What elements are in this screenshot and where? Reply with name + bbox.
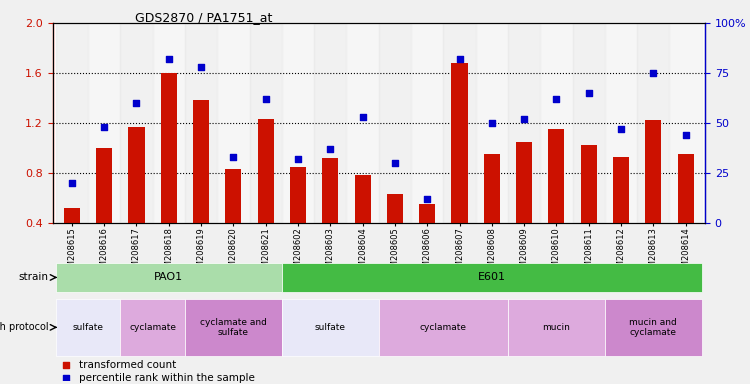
- Bar: [613, 157, 629, 223]
- Point: [356, 114, 368, 120]
- Point: [130, 100, 142, 106]
- Point: [163, 56, 175, 62]
- Text: strain: strain: [19, 272, 49, 283]
- Point: [292, 156, 304, 162]
- Text: PAO1: PAO1: [154, 272, 183, 282]
- Bar: [282, 299, 379, 356]
- Bar: [128, 127, 145, 223]
- Bar: [508, 23, 540, 223]
- Point: [550, 96, 562, 102]
- Bar: [160, 73, 177, 223]
- Text: sulfate: sulfate: [73, 323, 104, 332]
- Bar: [346, 23, 379, 223]
- Bar: [314, 23, 346, 223]
- Point: [615, 126, 627, 132]
- Bar: [604, 23, 638, 223]
- Bar: [120, 23, 153, 223]
- Bar: [572, 23, 604, 223]
- Bar: [638, 23, 670, 223]
- Bar: [604, 299, 702, 356]
- Point: [389, 160, 401, 166]
- Point: [98, 124, 110, 130]
- Bar: [516, 142, 532, 223]
- Bar: [411, 23, 443, 223]
- Bar: [56, 23, 88, 223]
- Bar: [387, 194, 403, 223]
- Text: GDS2870 / PA1751_at: GDS2870 / PA1751_at: [135, 12, 272, 25]
- Text: transformed count: transformed count: [79, 360, 176, 371]
- Bar: [548, 129, 565, 223]
- Point: [583, 90, 595, 96]
- Bar: [476, 23, 508, 223]
- Bar: [225, 169, 242, 223]
- Bar: [217, 23, 250, 223]
- Bar: [56, 299, 120, 356]
- Bar: [282, 23, 314, 223]
- Bar: [96, 148, 112, 223]
- Point: [518, 116, 530, 122]
- Bar: [64, 208, 80, 223]
- Bar: [419, 204, 435, 223]
- Point: [66, 180, 78, 186]
- Bar: [56, 263, 282, 292]
- Point: [680, 132, 692, 138]
- Bar: [290, 167, 306, 223]
- Bar: [88, 23, 120, 223]
- Bar: [185, 23, 218, 223]
- Bar: [322, 158, 338, 223]
- Point: [454, 56, 466, 62]
- Bar: [355, 175, 370, 223]
- Point: [486, 120, 498, 126]
- Bar: [580, 146, 597, 223]
- Bar: [120, 299, 185, 356]
- Point: [422, 196, 434, 202]
- Bar: [484, 154, 500, 223]
- Bar: [185, 299, 282, 356]
- Bar: [379, 23, 411, 223]
- Bar: [670, 23, 702, 223]
- Bar: [282, 263, 702, 292]
- Text: sulfate: sulfate: [315, 323, 346, 332]
- Text: E601: E601: [478, 272, 506, 282]
- Bar: [379, 299, 508, 356]
- Bar: [540, 23, 572, 223]
- Bar: [250, 23, 282, 223]
- Point: [324, 146, 336, 152]
- Text: cyclamate: cyclamate: [129, 323, 176, 332]
- Point: [227, 154, 239, 160]
- Point: [59, 362, 71, 369]
- Text: mucin and
cyclamate: mucin and cyclamate: [629, 318, 677, 337]
- Text: cyclamate: cyclamate: [420, 323, 466, 332]
- Bar: [645, 121, 662, 223]
- Text: percentile rank within the sample: percentile rank within the sample: [79, 373, 254, 383]
- Text: mucin: mucin: [542, 323, 570, 332]
- Point: [647, 70, 659, 76]
- Point: [195, 64, 207, 70]
- Bar: [193, 101, 209, 223]
- Point: [260, 96, 272, 102]
- Point: [59, 375, 71, 381]
- Text: growth protocol: growth protocol: [0, 322, 49, 333]
- Bar: [508, 299, 604, 356]
- Text: cyclamate and
sulfate: cyclamate and sulfate: [200, 318, 267, 337]
- Bar: [443, 23, 476, 223]
- Bar: [452, 63, 467, 223]
- Bar: [153, 23, 185, 223]
- Bar: [257, 119, 274, 223]
- Bar: [677, 154, 694, 223]
